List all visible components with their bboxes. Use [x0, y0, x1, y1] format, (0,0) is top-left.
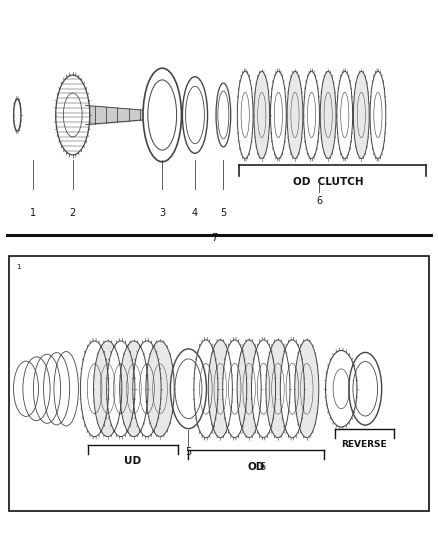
Text: 6: 6	[316, 196, 322, 206]
Ellipse shape	[94, 341, 122, 437]
Text: 1: 1	[16, 264, 21, 270]
Ellipse shape	[254, 71, 270, 159]
Ellipse shape	[223, 340, 247, 438]
Ellipse shape	[120, 341, 148, 437]
Text: 3: 3	[159, 208, 165, 218]
Text: 4: 4	[192, 208, 198, 218]
Ellipse shape	[208, 340, 233, 438]
Text: 2: 2	[70, 208, 76, 218]
Text: 1: 1	[30, 208, 36, 218]
Ellipse shape	[353, 71, 369, 159]
Ellipse shape	[182, 77, 208, 154]
Ellipse shape	[295, 340, 319, 438]
Ellipse shape	[81, 341, 109, 437]
Ellipse shape	[349, 352, 381, 425]
Text: 5: 5	[220, 208, 226, 218]
Text: 6: 6	[260, 462, 266, 472]
Ellipse shape	[325, 351, 357, 427]
Ellipse shape	[370, 71, 386, 159]
Ellipse shape	[170, 349, 206, 429]
Text: UD: UD	[124, 456, 141, 466]
Text: 7: 7	[212, 232, 218, 243]
Ellipse shape	[237, 340, 261, 438]
Text: OD  CLUTCH: OD CLUTCH	[293, 177, 364, 187]
Ellipse shape	[266, 340, 290, 438]
Text: OD: OD	[247, 462, 265, 472]
Ellipse shape	[251, 340, 276, 438]
Ellipse shape	[304, 71, 319, 159]
Ellipse shape	[287, 71, 303, 159]
Text: 5: 5	[185, 447, 191, 457]
Bar	[9, 256, 428, 511]
Ellipse shape	[216, 83, 231, 147]
Ellipse shape	[56, 75, 90, 155]
Ellipse shape	[133, 341, 161, 437]
Ellipse shape	[194, 340, 218, 438]
Ellipse shape	[106, 341, 135, 437]
Ellipse shape	[146, 341, 174, 437]
Text: REVERSE: REVERSE	[341, 440, 387, 449]
Ellipse shape	[320, 71, 336, 159]
Ellipse shape	[143, 68, 181, 162]
Ellipse shape	[237, 71, 253, 159]
Ellipse shape	[280, 340, 304, 438]
Ellipse shape	[271, 71, 286, 159]
Ellipse shape	[337, 71, 353, 159]
